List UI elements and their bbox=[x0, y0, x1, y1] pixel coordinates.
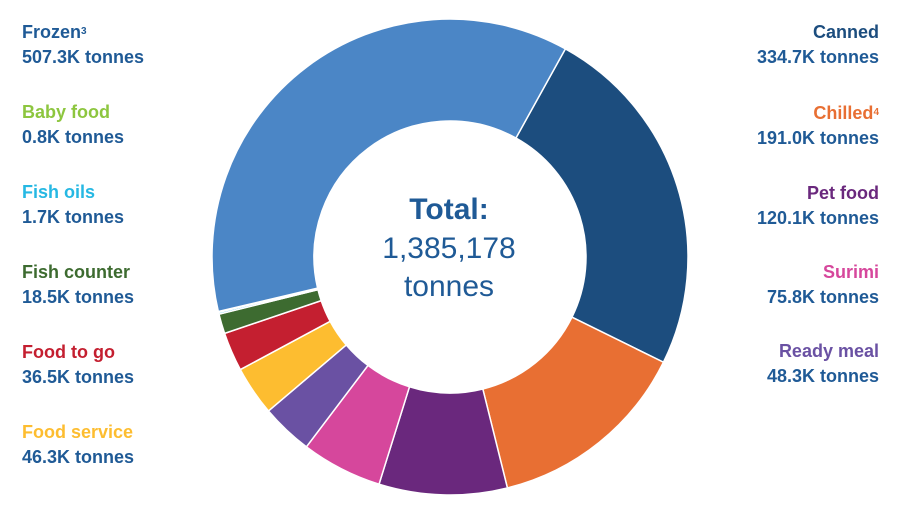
total-unit: tonnes bbox=[403, 270, 495, 303]
donut-slice-canned bbox=[514, 47, 689, 364]
legend-name: Food service bbox=[22, 422, 134, 442]
legend-label-frozen: Frozen3 507.3K tonnes bbox=[22, 20, 144, 70]
legend-value: 191.0K tonnes bbox=[756, 128, 879, 148]
legend-name: Fish oils bbox=[22, 182, 96, 202]
legend-label-chilled: Chilled4 191.0K tonnes bbox=[757, 101, 879, 151]
legend-value: 507.3K tonnes bbox=[22, 47, 145, 67]
legend-name: Frozen3 bbox=[22, 22, 87, 42]
legend-name: Ready meal bbox=[778, 341, 879, 361]
legend-value: 36.5K tonnes bbox=[22, 367, 135, 387]
legend-name: Chilled4 bbox=[813, 103, 879, 123]
legend-value: 48.3K tonnes bbox=[766, 366, 879, 386]
legend-label-fish-counter: Fish counter 18.5K tonnes bbox=[22, 260, 134, 310]
legend-value: 1.7K tonnes bbox=[22, 207, 125, 227]
legend-name: Canned bbox=[812, 22, 879, 42]
legend-label-food-to-go: Food to go 36.5K tonnes bbox=[22, 340, 134, 390]
legend-value: 75.8K tonnes bbox=[766, 287, 879, 307]
legend-label-surimi: Surimi 75.8K tonnes bbox=[767, 260, 879, 310]
legend-label-fish-oils: Fish oils 1.7K tonnes bbox=[22, 180, 124, 230]
legend-label-food-service: Food service 46.3K tonnes bbox=[22, 420, 134, 470]
legend-label-ready-meal: Ready meal 48.3K tonnes bbox=[767, 339, 879, 389]
legend-name: Fish counter bbox=[22, 262, 131, 282]
total-center-text: Total: 1,385,178 tonnes bbox=[299, 190, 599, 306]
legend-value: 334.7K tonnes bbox=[756, 47, 879, 67]
legend-label-canned: Canned 334.7K tonnes bbox=[757, 20, 879, 70]
legend-name: Baby food bbox=[22, 102, 110, 122]
legend-value: 46.3K tonnes bbox=[22, 447, 135, 467]
legend-value: 120.1K tonnes bbox=[756, 208, 879, 228]
legend-value: 18.5K tonnes bbox=[22, 287, 135, 307]
donut-slice-frozen bbox=[211, 18, 567, 313]
legend-name: Surimi bbox=[822, 262, 879, 282]
legend-name: Food to go bbox=[22, 342, 115, 362]
legend-value: 0.8K tonnes bbox=[22, 127, 125, 147]
legend-label-baby-food: Baby food 0.8K tonnes bbox=[22, 100, 124, 150]
legend-label-pet-food: Pet food 120.1K tonnes bbox=[757, 181, 879, 231]
legend-name: Pet food bbox=[807, 183, 879, 203]
total-value: 1,385,178 bbox=[382, 232, 516, 265]
total-label: Total: bbox=[409, 193, 489, 226]
